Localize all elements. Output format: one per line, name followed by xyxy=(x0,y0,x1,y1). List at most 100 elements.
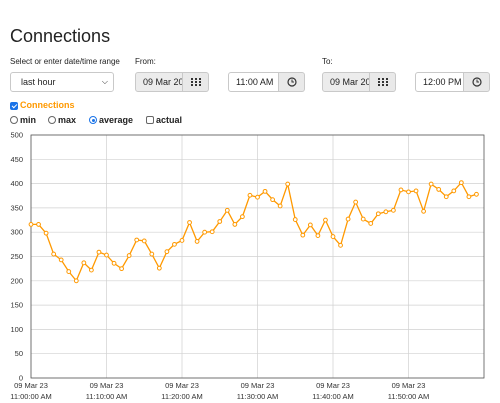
plot-border xyxy=(30,134,485,379)
data-point xyxy=(428,181,434,187)
data-point xyxy=(240,214,245,220)
data-point xyxy=(307,222,313,228)
data-point xyxy=(43,230,49,236)
connections-checkbox[interactable] xyxy=(10,102,18,110)
from-date-input[interactable]: 09 Mar 2023 xyxy=(135,72,183,92)
average-radio[interactable] xyxy=(89,116,97,124)
data-point xyxy=(73,278,79,284)
range-select-value: last hour xyxy=(21,77,56,87)
data-point xyxy=(96,249,102,255)
y-tick-label: 150 xyxy=(10,301,23,310)
data-point xyxy=(232,222,238,227)
to-date-input[interactable]: 09 Mar 2023 xyxy=(322,72,370,92)
data-point xyxy=(277,203,283,209)
data-point xyxy=(51,251,57,257)
y-tick-label: 400 xyxy=(10,179,23,188)
to-label: To: xyxy=(322,57,333,66)
x-tick-time-label: 11:00:00 AM xyxy=(10,392,52,401)
y-tick-label: 350 xyxy=(10,203,23,212)
y-tick-label: 100 xyxy=(10,325,23,334)
to-calendar-button[interactable] xyxy=(370,72,396,92)
max-radio[interactable] xyxy=(48,116,56,124)
data-point xyxy=(179,238,185,243)
data-point xyxy=(164,249,170,255)
calendar-grid-icon xyxy=(377,78,388,86)
data-point xyxy=(119,266,124,272)
clock-icon xyxy=(471,77,482,87)
x-tick-time-label: 11:50:00 AM xyxy=(388,392,430,401)
clock-icon xyxy=(286,77,297,87)
data-point xyxy=(187,220,192,225)
page-title: Connections xyxy=(10,26,111,46)
x-tick-date-label: 09 Mar 23 xyxy=(392,381,426,390)
data-point xyxy=(421,208,427,214)
y-tick-label: 0 xyxy=(19,374,23,383)
from-time-input[interactable]: 11:00 AM xyxy=(228,72,279,92)
data-point xyxy=(149,251,155,257)
data-point xyxy=(262,188,268,194)
data-point xyxy=(285,181,291,187)
connections-line-chart: 0 50 100 150 200 250 300 350 400 450 500 09 Mar 23 1… xyxy=(10,131,485,401)
x-tick-time-label: 11:40:00 AM xyxy=(312,392,354,401)
data-point xyxy=(209,229,215,235)
chevron-down-icon: ⌵ xyxy=(101,77,108,86)
data-point xyxy=(270,197,276,203)
data-point xyxy=(323,217,328,223)
x-tick-time-label: 11:10:00 AM xyxy=(86,392,128,401)
data-point xyxy=(172,241,177,247)
x-tick-date-label: 09 Mar 23 xyxy=(241,381,275,390)
data-point xyxy=(406,189,411,195)
x-tick-date-label: 09 Mar 23 xyxy=(90,381,124,390)
y-tick-label: 300 xyxy=(10,228,23,237)
data-point xyxy=(126,253,132,258)
data-point xyxy=(443,194,449,200)
data-point xyxy=(255,194,260,200)
data-point xyxy=(300,232,306,238)
to-clock-button[interactable] xyxy=(464,72,490,92)
calendar-grid-icon xyxy=(190,78,201,86)
y-tick-label: 50 xyxy=(15,349,23,358)
actual-checkbox[interactable] xyxy=(146,116,154,124)
data-point xyxy=(360,216,366,222)
data-point xyxy=(217,219,223,224)
min-radio[interactable] xyxy=(10,116,18,124)
to-time-input[interactable]: 12:00 PM xyxy=(415,72,464,92)
data-point xyxy=(156,265,162,271)
data-point xyxy=(202,229,208,235)
data-point xyxy=(375,211,381,217)
data-point xyxy=(28,222,34,227)
data-point xyxy=(413,188,419,194)
actual-label: actual xyxy=(156,115,183,125)
data-point xyxy=(353,199,359,205)
data-point xyxy=(436,187,442,192)
from-calendar-button[interactable] xyxy=(183,72,209,92)
x-tick-date-label: 09 Mar 23 xyxy=(14,381,48,390)
data-point xyxy=(368,221,374,226)
data-point xyxy=(141,238,147,244)
y-tick-label: 200 xyxy=(10,276,23,285)
data-point xyxy=(224,207,230,213)
y-tick-label: 450 xyxy=(10,155,23,164)
x-tick-time-label: 11:30:00 AM xyxy=(237,392,279,401)
data-point xyxy=(338,242,343,248)
y-tick-label: 250 xyxy=(10,252,23,261)
x-tick-date-label: 09 Mar 23 xyxy=(165,381,199,390)
data-point xyxy=(89,267,94,273)
data-point xyxy=(111,260,117,266)
data-point xyxy=(451,188,457,194)
data-point xyxy=(391,207,396,213)
range-select[interactable]: last hour ⌵ xyxy=(10,72,114,92)
data-point xyxy=(458,180,464,186)
from-clock-button[interactable] xyxy=(279,72,305,92)
min-label: min xyxy=(20,115,37,125)
data-point xyxy=(292,217,298,222)
from-label: From: xyxy=(135,57,156,66)
data-point xyxy=(383,209,389,215)
data-point xyxy=(315,233,321,239)
data-point xyxy=(58,257,64,263)
data-point xyxy=(466,194,472,200)
data-point xyxy=(330,234,336,239)
data-point xyxy=(66,269,72,274)
data-point xyxy=(247,192,253,198)
data-point xyxy=(194,239,200,244)
